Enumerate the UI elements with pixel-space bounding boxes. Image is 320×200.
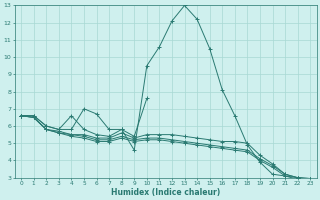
X-axis label: Humidex (Indice chaleur): Humidex (Indice chaleur) <box>111 188 220 197</box>
